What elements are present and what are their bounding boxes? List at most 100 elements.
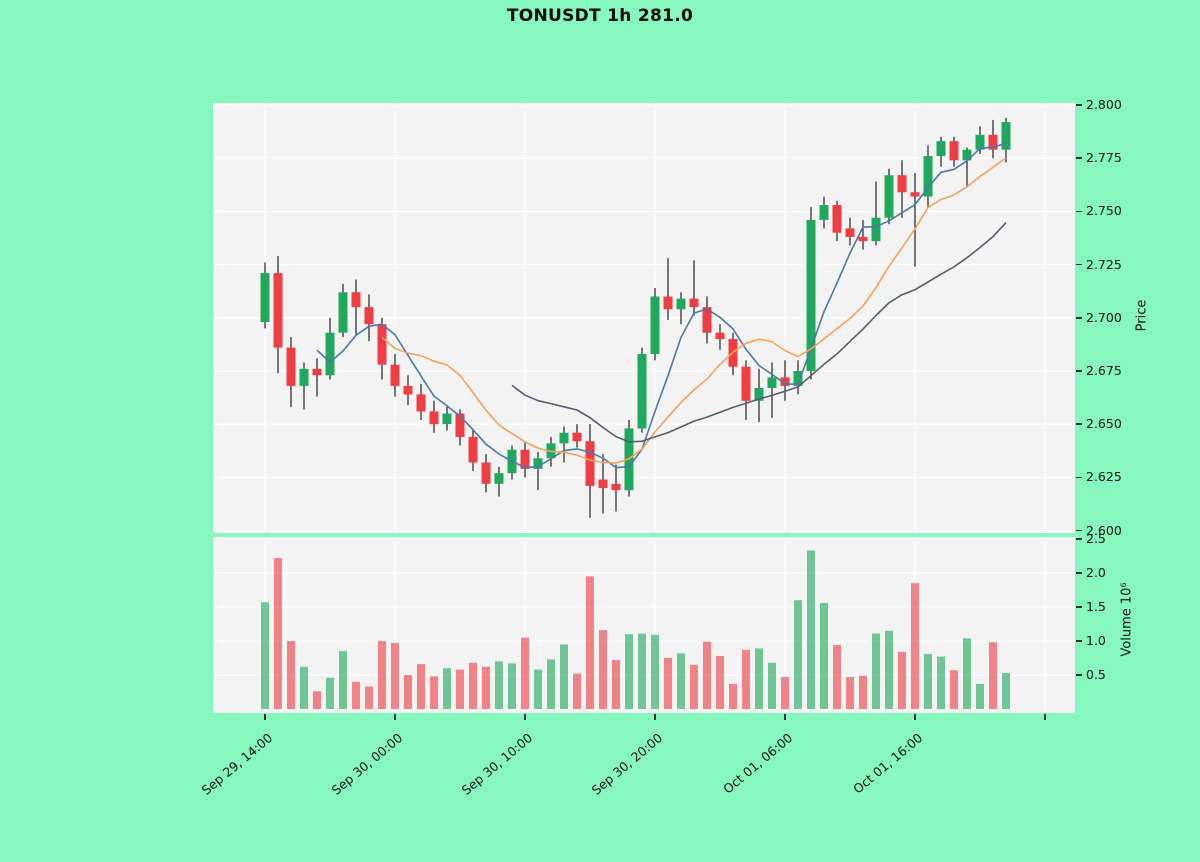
volume-bar: [950, 670, 958, 709]
volume-bar: [898, 651, 906, 709]
candle-body: [325, 332, 335, 376]
candle-body: [286, 347, 296, 386]
candle-body: [910, 192, 920, 197]
candle-body: [377, 324, 387, 365]
volume-bar: [755, 648, 763, 709]
volume-bar: [924, 653, 932, 709]
candle-body: [1001, 122, 1011, 150]
candle-body: [650, 296, 660, 354]
y-tick-label: 2.750: [1086, 203, 1122, 219]
y-tick-mark: [1076, 529, 1082, 532]
y-tick-label: 2.625: [1086, 469, 1122, 485]
y-tick-mark: [1076, 263, 1082, 266]
volume-bar: [534, 669, 542, 709]
y-tick-mark: [1076, 538, 1082, 540]
volume-bar: [690, 664, 698, 709]
candle-body: [598, 479, 608, 489]
candle-body: [702, 307, 712, 333]
y-tick-label: 1.5: [1086, 599, 1106, 614]
y-tick-mark: [1076, 674, 1082, 676]
candle-body: [832, 205, 842, 233]
volume-bar: [989, 642, 997, 709]
candle-body: [858, 236, 868, 242]
volume-bar: [287, 641, 295, 709]
candle-body: [390, 364, 400, 386]
volume-bar: [261, 602, 269, 709]
candle-body: [533, 458, 543, 469]
volume-bar: [391, 643, 399, 709]
volume-bar: [651, 634, 659, 709]
y-tick-label: 1.0: [1086, 633, 1106, 648]
volume-bar: [560, 644, 568, 709]
volume-bar: [937, 656, 945, 709]
volume-bar: [378, 641, 386, 709]
volume-bar: [521, 637, 529, 709]
volume-bar: [638, 633, 646, 709]
volume-bar: [417, 664, 425, 709]
candle-body: [741, 366, 751, 401]
volume-bar: [872, 633, 880, 709]
volume-bar: [820, 602, 828, 709]
volume-bar: [729, 683, 737, 709]
candle-body: [468, 436, 478, 463]
candle-body: [676, 298, 686, 310]
y-tick-label: 2.700: [1086, 309, 1122, 325]
y-tick-mark: [1076, 640, 1082, 642]
volume-bar: [300, 666, 308, 709]
candle-body: [559, 432, 569, 444]
candle-body: [572, 432, 582, 442]
volume-bar: [469, 662, 477, 709]
volume-bar: [703, 641, 711, 709]
volume-bar: [612, 660, 620, 709]
y-tick-mark: [1076, 476, 1082, 479]
candle-body: [793, 371, 803, 386]
y-tick-mark: [1076, 572, 1082, 574]
candle-body: [897, 175, 907, 193]
volume-bar: [664, 658, 672, 709]
volume-bar: [326, 677, 334, 709]
y-tick-label: 2.5: [1086, 531, 1106, 546]
y-tick-label: 2.775: [1086, 150, 1122, 166]
volume-bar: [911, 583, 919, 709]
y-tick-label: 2.0: [1086, 565, 1106, 580]
candle-body: [936, 141, 946, 157]
candle-body: [923, 156, 933, 197]
volume-bar: [404, 675, 412, 709]
volume-bar: [976, 683, 984, 709]
volume-axis-label: Volume 10⁶: [1119, 582, 1135, 657]
volume-bar: [547, 659, 555, 709]
candlestick-plot: [213, 103, 1075, 533]
volume-bar: [677, 653, 685, 709]
candle-body: [273, 273, 283, 348]
volume-bar: [1002, 672, 1010, 709]
candle-body: [884, 175, 894, 218]
candle-body: [637, 353, 647, 429]
y-tick-label: 2.675: [1086, 363, 1122, 378]
candle-body: [455, 413, 465, 437]
candle-body: [962, 149, 972, 161]
volume-plot: [213, 537, 1075, 713]
x-tick-mark: [914, 714, 916, 720]
y-tick-mark: [1076, 210, 1082, 213]
volume-bar: [482, 666, 490, 709]
y-tick-mark: [1076, 423, 1082, 425]
candle-body: [429, 411, 439, 425]
candle-body: [806, 219, 816, 371]
candle-body: [988, 134, 998, 150]
candle-body: [871, 217, 881, 242]
y-tick-mark: [1076, 104, 1082, 106]
volume-bar: [885, 630, 893, 709]
ma-slow-line: [511, 222, 1007, 443]
candle-body: [364, 307, 374, 325]
volume-bar: [313, 691, 321, 709]
volume-bar: [365, 686, 373, 709]
candle-body: [819, 205, 829, 220]
candle-body: [338, 292, 348, 333]
candle-body: [260, 273, 270, 323]
x-tick-mark: [394, 714, 396, 720]
candle-body: [585, 441, 595, 486]
volume-bar: [833, 645, 841, 709]
ma-mid-line: [381, 157, 1007, 464]
candle-body: [689, 298, 699, 308]
candle-body: [715, 332, 725, 340]
